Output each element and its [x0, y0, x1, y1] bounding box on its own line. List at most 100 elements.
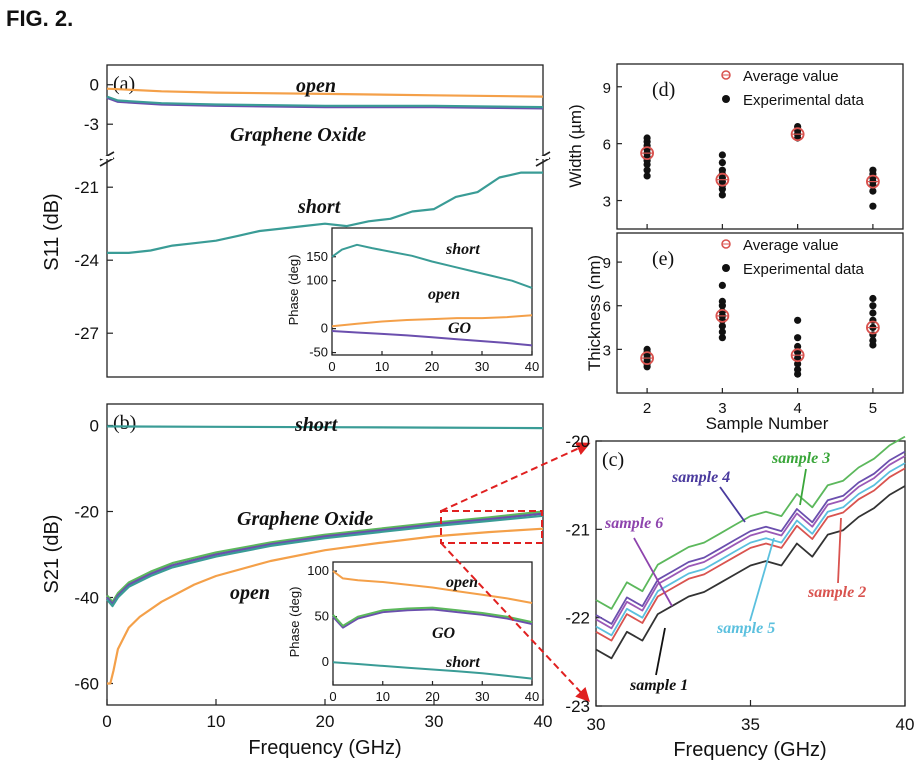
- panel-b-inset-phase: Phase (deg) 0 10 20 30 40 0 50 100 open GO shor…: [287, 561, 539, 704]
- inset-a-ylabel: Phase (deg): [286, 255, 301, 326]
- inset-b-ylabel: Phase (deg): [287, 587, 302, 658]
- figure-title: FIG. 2.: [6, 6, 73, 31]
- e-experimental-point-4-6: [794, 334, 802, 342]
- b-series-graphene-oxide-teal: [106, 514, 544, 608]
- inset-b-xtick-label-4: 40: [525, 689, 539, 704]
- c-label-sample-1: sample 1: [629, 677, 688, 694]
- e-xtick-label-2: 4: [793, 400, 801, 417]
- panel-e-xlabel: Sample Number: [706, 414, 829, 433]
- c-xtick-label-2: 40: [896, 715, 915, 734]
- d-experimental-point-3-7: [718, 159, 726, 167]
- b-ytick-label-1: -20: [74, 503, 99, 522]
- inset-a-xtick-label-0: 0: [328, 359, 335, 374]
- c-ytick-label-2: -22: [565, 609, 590, 628]
- b-xtick-label-1: 10: [207, 712, 226, 731]
- legend-experimental-label-e: Experimental data: [743, 261, 865, 278]
- a-series-graphene-oxide-trace-2: [106, 95, 544, 109]
- annotation-short-a: short: [297, 196, 342, 218]
- c-leader-sample-3: [799, 468, 807, 506]
- panel-a-ylabel: S11 (dB): [41, 193, 63, 270]
- e-experimental-point-5-7: [869, 294, 877, 303]
- zoom-arrow-top: [440, 442, 591, 512]
- inset-a-series-open: [331, 314, 533, 328]
- inset-b-xtick-label-3: 30: [475, 689, 489, 704]
- panel-b-ylabel: S21 (dB): [41, 515, 63, 594]
- e-experimental-point-4-4: [794, 348, 802, 356]
- panel-e-frame: [616, 232, 904, 394]
- d-experimental-point-2-9: [643, 134, 651, 142]
- b-series-graphene-oxide: [106, 512, 544, 606]
- e-ytick-label-2: 9: [603, 255, 611, 272]
- b-xtick-label-0: 0: [102, 712, 111, 731]
- b-ytick-label-2: -40: [74, 589, 99, 608]
- e-experimental-point-4-7: [794, 316, 802, 324]
- e-xtick-label-1: 3: [718, 400, 726, 417]
- panel-d-legend: Average value Experimental data: [721, 68, 865, 109]
- c-series-sample-6: [595, 455, 906, 630]
- a-ytick-label-lower-0: -21: [74, 178, 99, 197]
- inset-b-xtick-label-2: 20: [425, 689, 439, 704]
- annotation-open-a: open: [296, 75, 336, 97]
- a-series-short: [107, 171, 543, 254]
- c-xtick-label-1: 35: [741, 715, 760, 734]
- inset-a-annotation-short: short: [445, 241, 480, 258]
- panel-a-label: (a): [113, 73, 135, 95]
- inset-b-xtick-label-1: 10: [376, 689, 390, 704]
- d-experimental-point-3-6: [718, 166, 726, 174]
- panel-c-frame: [595, 440, 906, 707]
- b-xtick-label-4: 40: [534, 712, 553, 731]
- a-series-graphene-oxide: [106, 96, 544, 110]
- panel-d-label: (d): [652, 79, 675, 101]
- d-experimental-point-3-0: [718, 191, 726, 199]
- e-experimental-point-3-0: [718, 334, 726, 342]
- c-label-sample-5: sample 5: [716, 620, 775, 637]
- inset-b-series-go: [332, 608, 533, 629]
- panel-c-zoom: (c) Frequency (GHz) 30 35 40 -20 -21 -22 -23 s…: [565, 432, 914, 761]
- b-series-open: [107, 527, 544, 685]
- inset-b-ytick-label-1: 50: [315, 609, 329, 624]
- inset-b-series-go-green: [332, 606, 533, 627]
- inset-a-xtick-label-2: 20: [425, 359, 439, 374]
- d-ytick-label-2: 9: [603, 80, 611, 97]
- a-ytick-label-upper-0: 0: [90, 76, 99, 95]
- a-ytick-label-lower-1: -24: [74, 251, 99, 270]
- c-label-sample-3: sample 3: [771, 450, 830, 467]
- inset-a-series-go: [331, 330, 533, 347]
- c-leader-sample-4: [719, 486, 746, 523]
- e-xtick-label-0: 2: [643, 400, 651, 417]
- c-leader-sample-2: [837, 517, 842, 584]
- inset-a-xtick-label-1: 10: [375, 359, 389, 374]
- legend-average-label-e: Average value: [743, 237, 839, 254]
- c-series-sample-4: [595, 450, 906, 625]
- b-series-short: [106, 425, 544, 430]
- c-series-sample-1: [595, 485, 906, 660]
- panel-e-label: (e): [652, 248, 674, 270]
- axis-break-mark-right: [535, 151, 551, 167]
- panel-e-ylabel: Thickness (nm): [585, 255, 604, 371]
- panel-d-frame: [616, 63, 904, 230]
- c-series-sample-3: [595, 435, 906, 610]
- axis-break-mark-left: [99, 151, 115, 167]
- inset-a-ytick-label-0: -50: [309, 345, 328, 360]
- c-ytick-label-3: -23: [565, 697, 590, 716]
- e-experimental-point-4-3: [794, 354, 802, 362]
- c-label-sample-2: sample 2: [807, 584, 866, 601]
- inset-a-ytick-label-3: 150: [306, 249, 328, 264]
- inset-a-ytick-label-2: 100: [306, 273, 328, 288]
- c-leader-sample-5: [749, 537, 775, 622]
- d-experimental-point-3-8: [718, 151, 726, 159]
- c-series-sample-2: [595, 467, 906, 642]
- e-experimental-point-3-2: [718, 322, 726, 330]
- a-ytick-label-upper-1: -3: [84, 115, 99, 134]
- c-label-sample-6: sample 6: [604, 515, 663, 532]
- d-experimental-point-5-0: [869, 202, 877, 210]
- c-xtick-label-0: 30: [587, 715, 606, 734]
- inset-a-annotation-open: open: [428, 286, 460, 303]
- d-experimental-point-2-1: [643, 166, 651, 174]
- d-experimental-point-2-0: [643, 172, 651, 180]
- e-xtick-label-3: 5: [869, 400, 877, 417]
- inset-b-series-short: [332, 661, 533, 680]
- inset-b-annotation-short: short: [445, 654, 480, 671]
- panel-c-xlabel: Frequency (GHz): [673, 739, 826, 761]
